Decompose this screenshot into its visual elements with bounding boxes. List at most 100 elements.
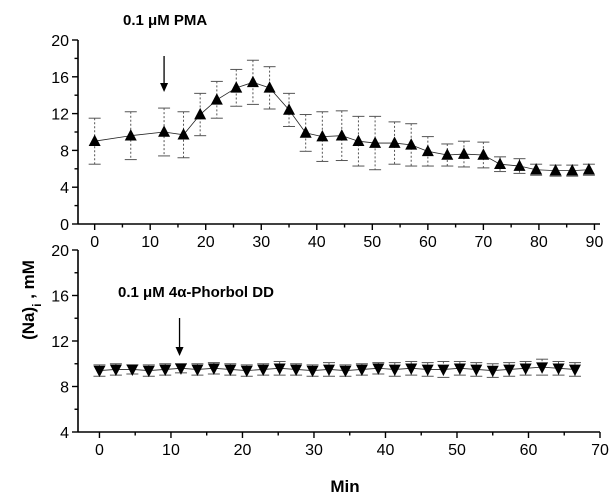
data-point	[126, 364, 139, 377]
data-point	[441, 148, 454, 160]
x-tick-label: 90	[586, 234, 604, 251]
data-point	[335, 129, 348, 141]
data-point	[257, 364, 270, 377]
x-tick-label: 80	[530, 234, 548, 251]
data-point	[159, 364, 172, 377]
x-tick-label: 10	[162, 442, 180, 459]
y-tick-label: 16	[51, 289, 69, 306]
x-tick-label: 40	[308, 234, 326, 251]
data-point	[549, 164, 562, 176]
data-point	[494, 157, 507, 169]
data-point	[477, 148, 490, 160]
data-point	[316, 130, 329, 142]
y-axis-title-unit: , mM	[19, 260, 38, 303]
data-point	[207, 363, 220, 375]
y-tick-label: 8	[60, 380, 69, 397]
data-point	[283, 103, 296, 115]
x-tick-label: 0	[95, 442, 104, 459]
panel-label: 0.1 μM 4α-Phorbol DD	[118, 284, 274, 301]
data-point	[457, 147, 470, 159]
data-point	[421, 144, 434, 157]
data-point	[372, 363, 385, 375]
data-point	[322, 364, 335, 377]
data-point	[177, 128, 190, 140]
data-point	[142, 365, 155, 378]
y-tick-label: 12	[51, 334, 69, 351]
series-line	[94, 81, 589, 172]
y-tick-label: 12	[51, 107, 69, 124]
top-panel: 0 4 8 12 16 20 0 10 20 30 40 50 60 70 80 90 0.1 μM PMA	[51, 12, 603, 251]
data-point	[552, 363, 565, 375]
data-point	[513, 159, 526, 171]
data-point	[486, 365, 499, 378]
data-point	[194, 107, 207, 120]
x-tick-label: 60	[520, 442, 538, 459]
data-point	[503, 364, 516, 377]
y-tick-label: 4	[60, 180, 69, 197]
data-point	[369, 136, 382, 148]
y-axis-title: (Na)i , mM	[19, 260, 44, 340]
panel-label: 0.1 μM PMA	[123, 12, 207, 29]
series-line	[99, 366, 576, 371]
treatment-arrow-head	[160, 83, 169, 92]
data-point	[273, 363, 286, 375]
data-point	[263, 81, 276, 93]
x-tick-label: 40	[377, 442, 395, 459]
x-tick-label: 10	[141, 234, 159, 251]
data-point	[582, 163, 595, 175]
data-point	[352, 134, 365, 146]
data-point	[174, 363, 187, 375]
x-tick-label: 70	[474, 234, 492, 251]
data-point	[339, 365, 352, 378]
data-point	[240, 365, 253, 378]
data-point	[453, 363, 466, 375]
data-point	[290, 364, 303, 377]
data-point	[158, 125, 171, 137]
treatment-arrow-head	[175, 347, 184, 356]
x-tick-label: 0	[90, 234, 99, 251]
data-point	[355, 364, 368, 377]
data-point	[191, 364, 204, 377]
x-tick-label: 50	[448, 442, 466, 459]
data-point	[388, 136, 401, 148]
data-point	[566, 164, 579, 176]
data-point	[109, 364, 122, 377]
y-tick-label: 16	[51, 70, 69, 87]
data-point	[437, 364, 450, 377]
y-tick-label: 4	[60, 425, 69, 442]
y-axis-title-main: (Na)	[19, 307, 38, 340]
data-point	[246, 75, 259, 88]
y-tick-label: 0	[60, 217, 69, 234]
x-tick-label: 50	[363, 234, 381, 251]
data-point	[306, 365, 319, 378]
x-tick-label: 30	[252, 234, 270, 251]
data-point	[230, 81, 243, 93]
data-point	[568, 364, 581, 377]
data-point	[470, 364, 483, 377]
data-point	[224, 364, 237, 377]
data-point	[536, 362, 549, 374]
bottom-panel: 4 8 12 16 20 0 10 20 30 40 50 60 70 0.1 μM 4α-Phorbol…	[51, 243, 609, 459]
data-point	[405, 138, 418, 150]
data-point	[93, 365, 106, 378]
x-tick-label: 20	[234, 442, 252, 459]
data-point	[421, 364, 434, 377]
data-point	[519, 363, 532, 375]
y-tick-label: 20	[51, 243, 69, 260]
y-tick-label: 8	[60, 143, 69, 160]
x-tick-label: 60	[419, 234, 437, 251]
data-point	[530, 163, 543, 175]
data-point	[388, 364, 401, 377]
data-point	[88, 134, 101, 146]
data-point	[210, 93, 223, 105]
x-tick-label: 20	[197, 234, 215, 251]
x-axis-title: Min	[330, 477, 359, 496]
x-tick-label: 70	[591, 442, 609, 459]
data-point	[405, 363, 418, 375]
y-tick-label: 20	[51, 33, 69, 50]
data-point	[299, 126, 312, 138]
y-axis-title-subscript: i	[30, 304, 44, 307]
data-point	[124, 129, 137, 141]
